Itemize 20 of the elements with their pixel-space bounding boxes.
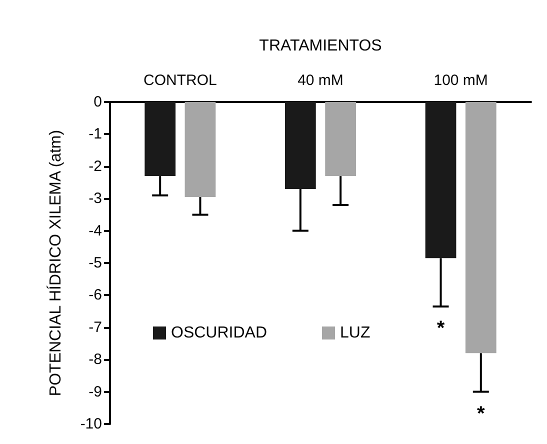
x-tick-label: 40 mM [298,72,344,89]
y-tick-label: -5 [88,254,102,272]
y-tick-label: -9 [88,383,102,400]
y-tick-label: -7 [88,318,102,336]
y-tick-label: -8 [88,351,102,368]
annotation: * [436,317,445,340]
annotation: * [477,402,486,425]
y-tick-label: 0 [94,94,102,110]
x-tick-label: CONTROL [143,72,217,89]
legend-label: OSCURIDAD [171,324,268,342]
x-tick-label: 100 mM [434,72,488,89]
y-tick-label: -6 [88,286,102,304]
y-tick-label: -4 [88,222,102,240]
x-axis-title: TRATAMIENTOS [259,38,382,54]
y-tick-label: -2 [88,158,102,175]
y-tick-label: -10 [80,416,102,432]
y-tick-label: -3 [88,190,102,208]
y-axis-title: POTENCIAL HÍDRICO XILEMA (atm) [46,130,64,396]
legend-label: LUZ [340,324,370,342]
y-tick-label: -1 [88,126,102,143]
